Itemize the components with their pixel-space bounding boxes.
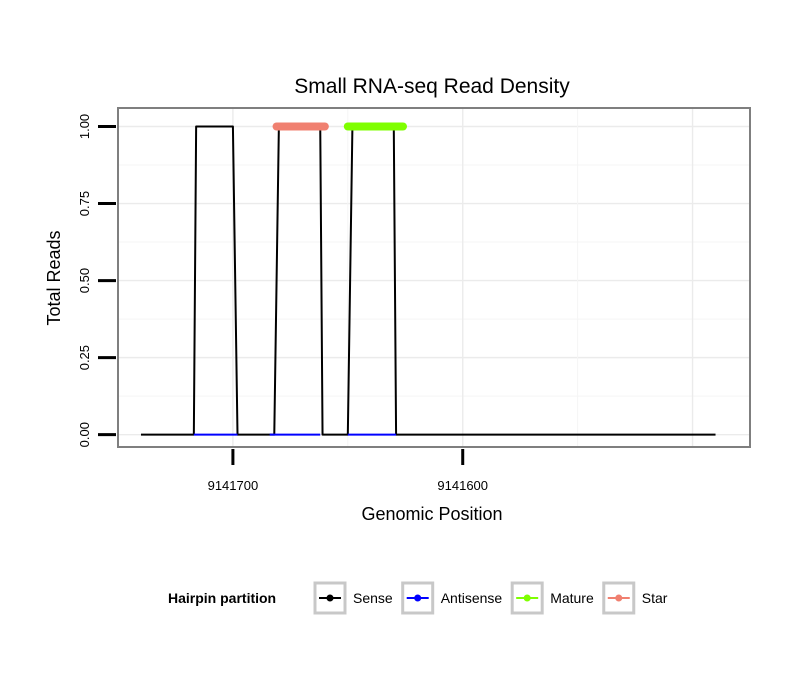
x-axis: 9141700 9141600: [208, 449, 488, 493]
legend-item-mature: Mature: [510, 581, 594, 615]
legend-label-2: Mature: [550, 590, 594, 606]
legend: Hairpin partition Sense Antisense Mature St…: [168, 581, 668, 615]
legend-key-point-1: [414, 594, 422, 602]
legend-item-star: Star: [602, 581, 668, 615]
legend-label-0: Sense: [353, 590, 393, 606]
y-tick-label-2: 0.50: [77, 268, 92, 293]
legend-item-sense: Sense: [313, 581, 393, 615]
y-tick-label-3: 0.75: [77, 191, 92, 216]
panel-border: [117, 107, 751, 448]
y-tick-label-0: 0.00: [77, 422, 92, 447]
plot-area: [118, 108, 750, 447]
legend-label-3: Star: [642, 590, 668, 606]
x-tick-label-1: 9141600: [437, 478, 488, 493]
legend-title: Hairpin partition: [168, 590, 276, 606]
y-axis-title: Total Reads: [44, 230, 64, 325]
legend-key-point-3: [615, 594, 623, 602]
y-tick-label-1: 0.25: [77, 345, 92, 370]
legend-key-point-0: [326, 594, 334, 602]
y-axis: 0.00 0.25 0.50 0.75 1.00: [77, 114, 116, 447]
chart-title: Small RNA-seq Read Density: [294, 75, 570, 98]
legend-key-point-2: [523, 594, 531, 602]
y-tick-label-4: 1.00: [77, 114, 92, 139]
x-tick-label-0: 9141700: [208, 478, 259, 493]
legend-label-1: Antisense: [441, 590, 503, 606]
plot-background: [118, 108, 750, 447]
x-axis-title: Genomic Position: [361, 504, 502, 524]
legend-item-antisense: Antisense: [401, 581, 503, 615]
series-layer: [140, 122, 716, 436]
